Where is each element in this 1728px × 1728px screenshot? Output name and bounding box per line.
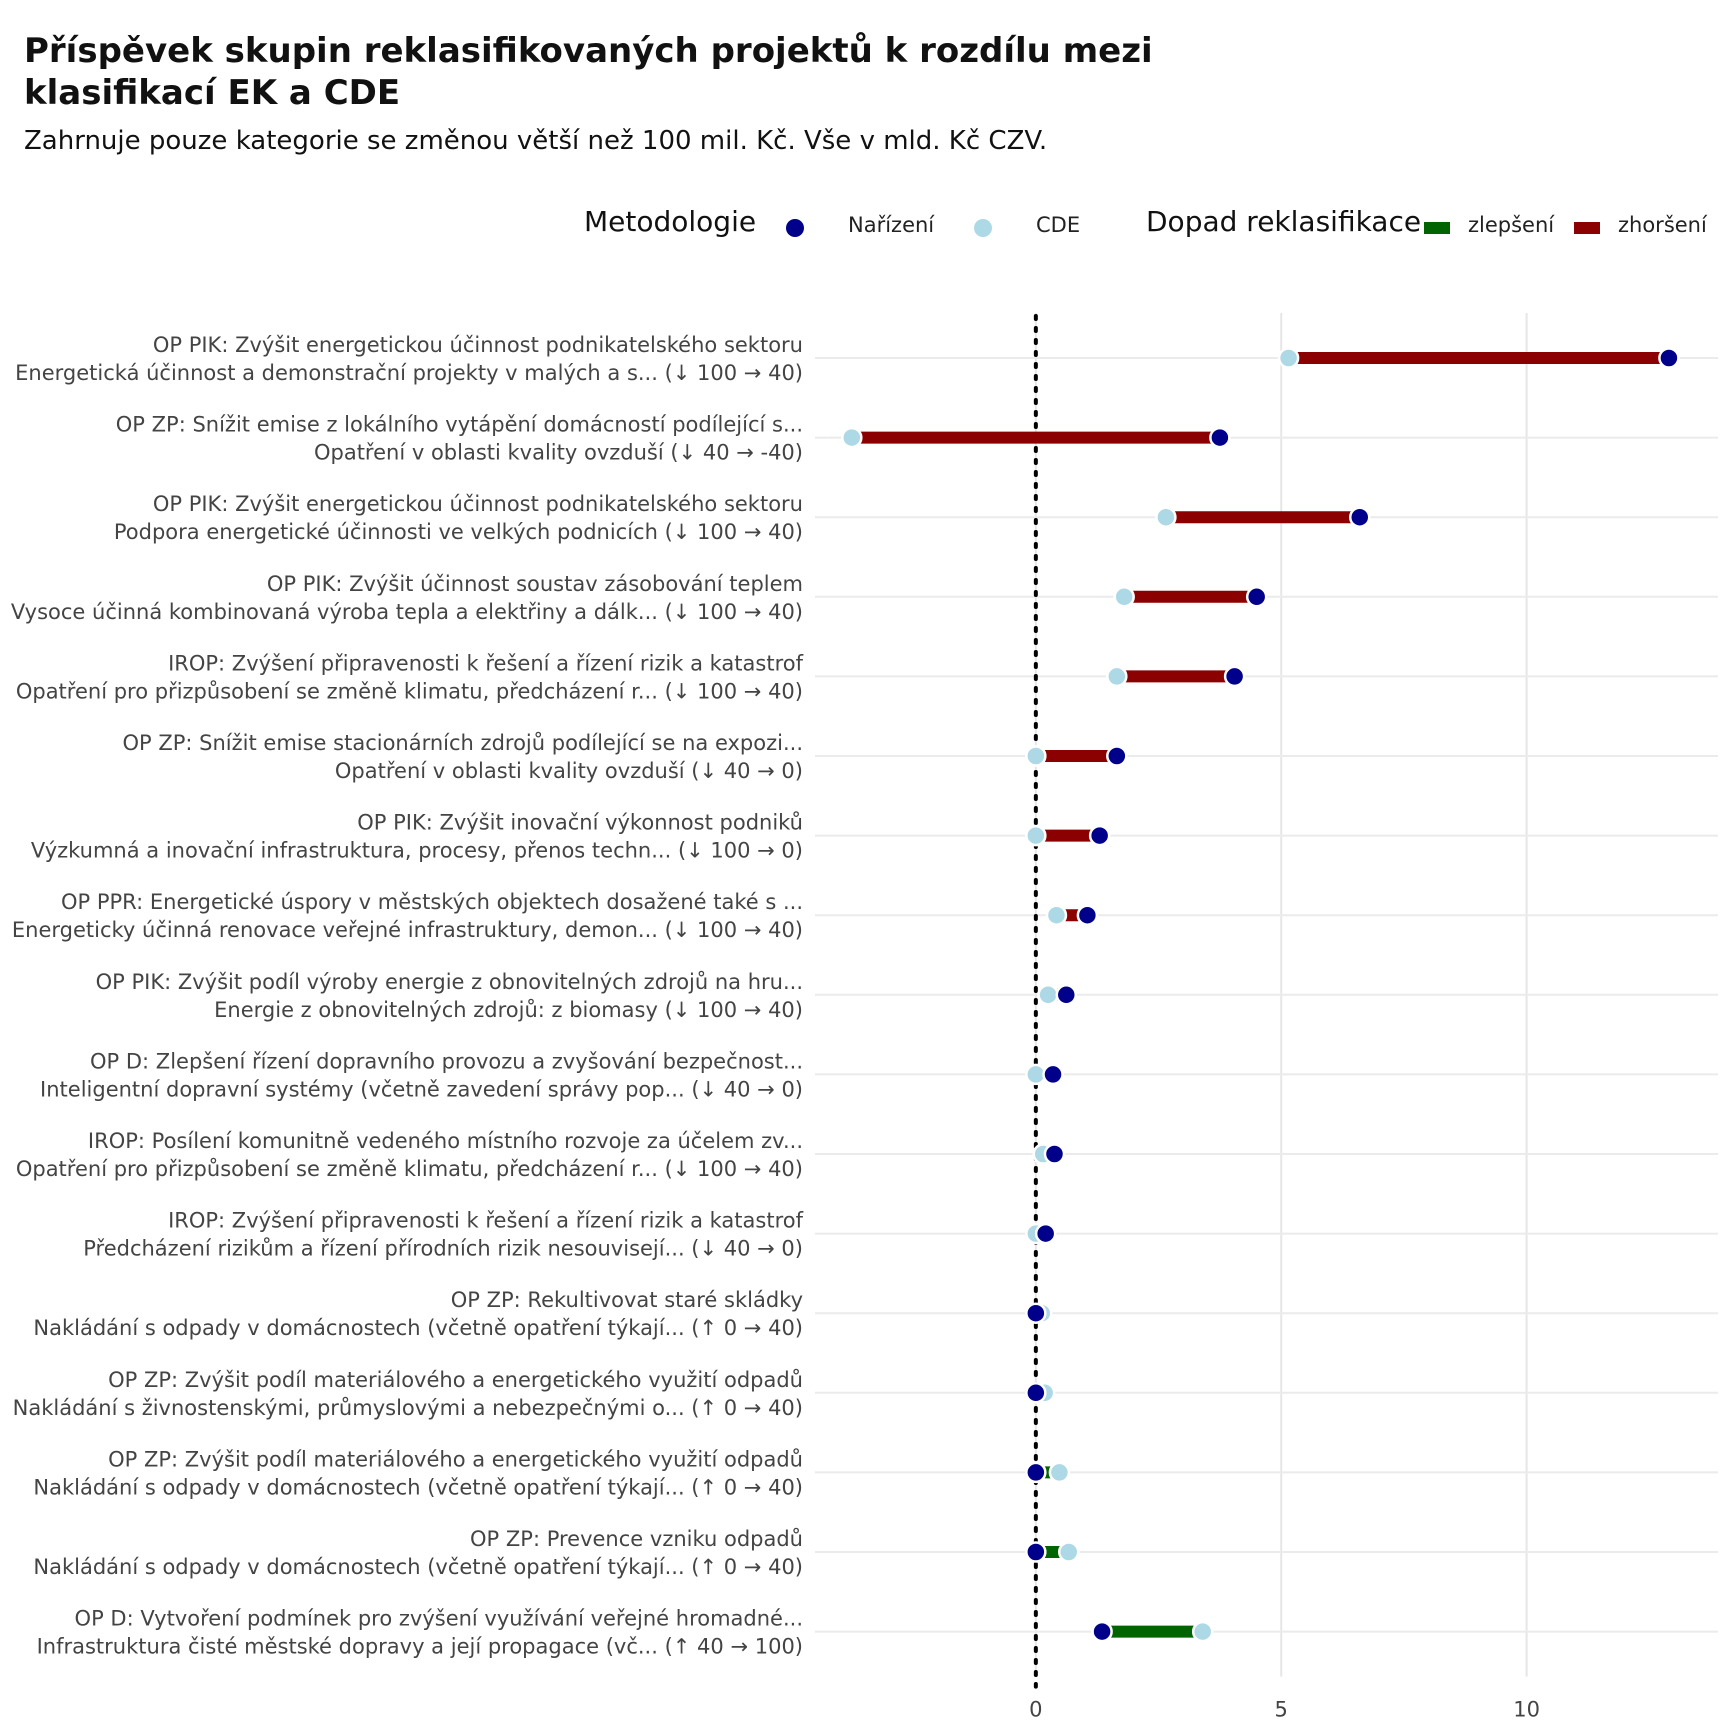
row-label-line2: Opatření pro přizpůsobení se změně klima… (16, 1157, 803, 1181)
cde-point (1025, 745, 1047, 767)
cde-point (1025, 824, 1047, 847)
legend-zhorseni-key (1574, 222, 1600, 234)
narizeni-point (1042, 1063, 1064, 1086)
x-tick-label: 10 (1513, 1698, 1540, 1722)
row-label-line1: OP D: Zlepšení řízení dopravního provozu… (90, 1049, 803, 1073)
row-label-line2: Inteligentní dopravní systémy (včetně za… (40, 1077, 803, 1101)
x-tick-label: 5 (1275, 1698, 1288, 1722)
x-tick-label: 0 (1029, 1698, 1042, 1722)
narizeni-point (1091, 1620, 1113, 1643)
row-label-line1: OP ZP: Snížit emise stacionárních zdrojů… (123, 731, 804, 755)
row-label-line2: Vysoce účinná kombinovaná výroba tepla a… (11, 600, 803, 624)
cde-point (1106, 665, 1128, 688)
cde-point (1037, 984, 1059, 1006)
row-label-line1: OP PIK: Zvýšit inovační výkonnost podnik… (357, 811, 803, 835)
narizeni-point (1055, 984, 1078, 1006)
cde-point (841, 426, 863, 449)
segment-layer (851, 352, 1669, 1638)
row-label-line2: Energeticky účinná renovace veřejné infr… (12, 918, 803, 942)
cde-point (1113, 586, 1135, 608)
narizeni-point (1034, 1222, 1057, 1245)
narizeni-point (1076, 904, 1099, 926)
row-label-line2: Opatření pro přizpůsobení se změně klima… (16, 679, 803, 703)
narizeni-point (1106, 745, 1128, 767)
row-label-line2: Nakládání s živnostenskými, průmyslovými… (13, 1396, 803, 1420)
legend-zlepseni-key (1424, 222, 1450, 234)
row-label-line1: IROP: Zvýšení připravenosti k řešení a ř… (168, 1209, 804, 1233)
row-label-line2: Nakládání s odpady v domácnostech (včetn… (33, 1316, 803, 1340)
legend-narizeni-label: Nařízení (848, 213, 935, 237)
legend-impact-title: Dopad reklasifikace (1146, 205, 1422, 238)
row-label-line2: Energetická účinnost a demonstrační proj… (15, 361, 803, 385)
point-layer (841, 347, 1680, 1643)
row-label-line1: OP ZP: Zvýšit podíl materiálového a ener… (108, 1368, 803, 1392)
narizeni-point (1245, 586, 1268, 608)
row-label-line1: OP PIK: Zvýšit podíl výroby energie z ob… (96, 970, 803, 994)
narizeni-point (1348, 506, 1371, 528)
cde-point (1191, 1620, 1214, 1643)
row-label-line2: Opatření v oblasti kvality ovzduší (↓ 40… (314, 441, 803, 465)
narizeni-point (1043, 1143, 1066, 1165)
row-label-line2: Opatření v oblasti kvality ovzduší (↓ 40… (335, 759, 803, 783)
chart-title: Příspěvek skupin reklasifikovaných proje… (24, 31, 1153, 113)
narizeni-point (1223, 665, 1246, 688)
narizeni-point (1025, 1302, 1047, 1324)
narizeni-point (1088, 824, 1111, 847)
chart-subtitle: Zahrnuje pouze kategorie se změnou větší… (24, 126, 1048, 156)
row-label-line1: OP PPR: Energetické úspory v městských o… (61, 890, 803, 914)
cde-point (1048, 1461, 1071, 1484)
row-label-line1: OP ZP: Rekultivovat staré skládky (451, 1288, 803, 1312)
legend-zhorseni-label: zhoršení (1618, 213, 1707, 237)
row-label-line1: OP ZP: Prevence vzniku odpadů (470, 1527, 803, 1551)
legend: Metodologie Nařízení CDE Dopad reklasifi… (0, 205, 1728, 255)
row-label-line1: OP PIK: Zvýšit energetickou účinnost pod… (153, 333, 803, 357)
narizeni-point (1209, 426, 1231, 449)
x-tick-layer: 0 5 10 (1029, 1698, 1540, 1722)
row-label-line1: IROP: Posílení komunitně vedeného místní… (88, 1129, 803, 1153)
narizeni-point (1025, 1382, 1047, 1404)
row-label-line2: Předcházení rizikům a řízení přírodních … (83, 1237, 803, 1261)
row-label-line2: Podpora energetické účinnosti ve velkých… (114, 520, 803, 544)
legend-method-title: Metodologie (584, 205, 757, 238)
row-label-line1: OP ZP: Zvýšit podíl materiálového a ener… (108, 1447, 803, 1471)
row-label-line1: IROP: Zvýšení připravenosti k řešení a ř… (168, 651, 804, 675)
cde-point (1057, 1541, 1080, 1563)
row-label-line1: OP PIK: Zvýšit energetickou účinnost pod… (153, 492, 803, 516)
row-label-line1: OP PIK: Zvýšit účinnost soustav zásobová… (267, 572, 803, 596)
row-label-line2: Energie z obnovitelných zdrojů: z biomas… (214, 998, 803, 1022)
row-label-line2: Infrastruktura čisté městské dopravy a j… (37, 1635, 803, 1659)
cde-point (1277, 347, 1300, 369)
cde-point (1045, 904, 1068, 926)
row-label-line2: Nakládání s odpady v domácnostech (včetn… (33, 1475, 803, 1499)
narizeni-point (1025, 1541, 1047, 1563)
row-label-layer: OP PIK: Zvýšit energetickou účinnost pod… (11, 333, 804, 1659)
legend-narizeni-dot (786, 219, 804, 237)
row-label-line1: OP ZP: Snížit emise z lokálního vytápění… (116, 413, 803, 437)
cde-point (1155, 506, 1177, 528)
row-label-line2: Nakládání s odpady v domácnostech (včetn… (33, 1555, 803, 1579)
legend-zlepseni-label: zlepšení (1468, 213, 1555, 237)
legend-cde-label: CDE (1036, 213, 1081, 237)
narizeni-point (1658, 347, 1680, 369)
narizeni-point (1025, 1461, 1047, 1484)
legend-cde-dot (974, 219, 992, 237)
row-label-line1: OP D: Vytvoření podmínek pro zvýšení vyu… (75, 1607, 803, 1631)
row-label-line2: Výzkumná a inovační infrastruktura, proc… (31, 839, 803, 863)
